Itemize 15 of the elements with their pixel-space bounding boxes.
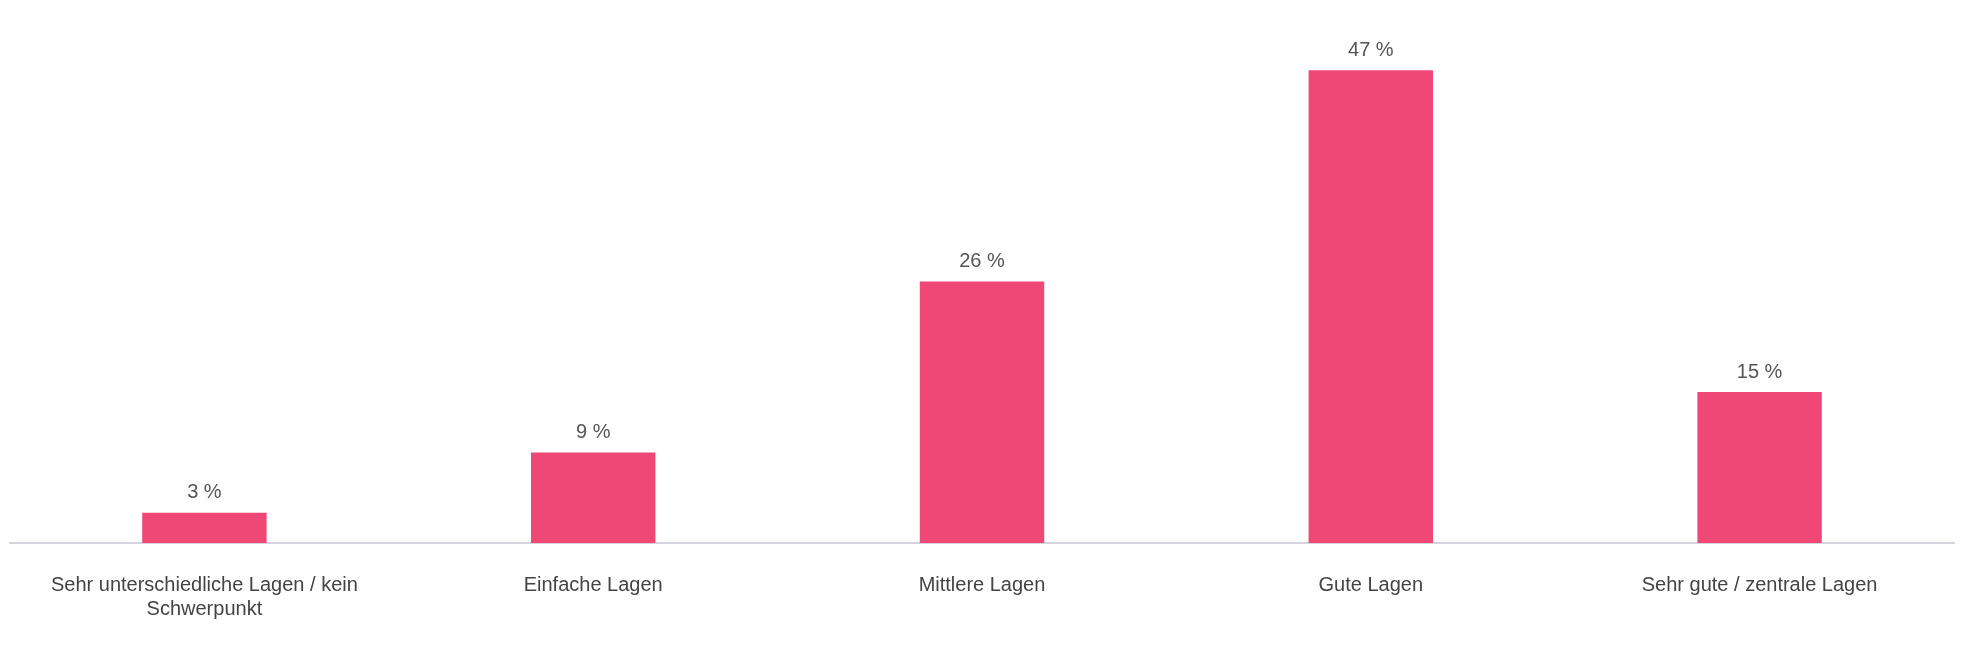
x-tick-label: Mittlere Lagen (918, 572, 1046, 595)
data-label: 15 % (1736, 359, 1783, 382)
bar (1308, 70, 1434, 543)
data-label: 3 % (187, 480, 222, 503)
x-tick-label: Einfache Lagen (523, 572, 663, 595)
x-tick-label: Sehr unterschiedliche Lagen / kein Schwerpunkt (50, 572, 358, 619)
bar (530, 452, 656, 543)
bar (1697, 392, 1822, 543)
bar (142, 512, 267, 543)
x-tick-label: Gute Lagen (1318, 572, 1424, 595)
data-label: 47 % (1348, 37, 1394, 60)
data-label: 9 % (575, 419, 611, 442)
data-label: 26 % (959, 248, 1006, 271)
x-tick-label: Sehr gute / zentrale Lagen (1641, 572, 1878, 595)
bar (919, 281, 1045, 543)
